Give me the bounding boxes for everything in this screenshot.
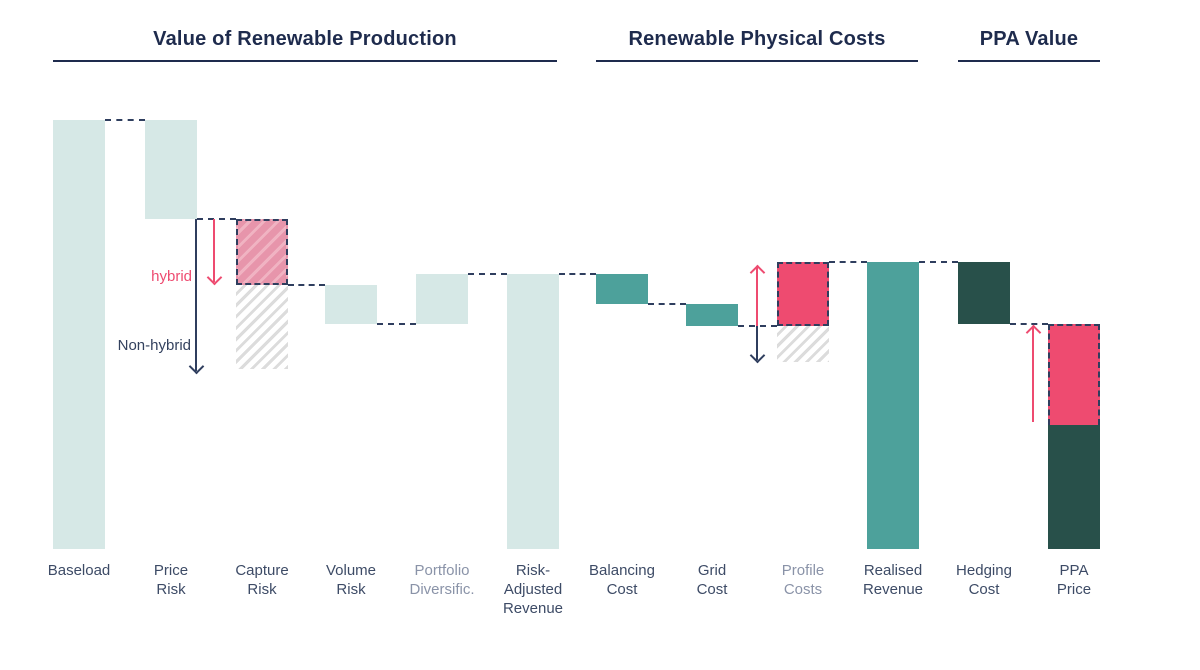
bar-segment-capture-risk-gray-hatch [236,285,288,369]
hybrid-capture-risk-arrow-head-icon [206,269,223,285]
bar-label-ppa-price: PPA Price [1056,562,1092,598]
bar-segment-hedging-cost-dark-green [958,261,1010,324]
bar-label-risk-adjusted-revenue: Risk- Adjusted Revenue [502,562,564,617]
connector-balancing-cost [648,303,686,306]
bar-label-volume-risk: Volume Risk [325,562,377,598]
non-hybrid-capture-risk-arrow-icon [195,218,197,371]
non-hybrid-capture-risk-arrow-head-icon [188,358,205,375]
bar-segment-ppa-price-pink-dashed-open-bottom [1048,323,1100,425]
connector-price-risk [197,217,236,220]
non-hybrid-profile-cost-arrow-icon [756,325,758,361]
connector-realised-revenue [919,260,958,263]
section-header-ppa-value: PPA Value [958,28,1100,62]
hybrid-profile-gain-arrow-icon [756,265,758,326]
bar-segment-profile-costs-pink-dashed [777,261,829,326]
connector-volume-risk [377,322,416,325]
bar-label-balancing-cost: Balancing Cost [589,562,655,598]
hybrid-ppa-premium-arrow-head-icon [1025,324,1042,341]
bar-label-capture-risk: Capture Risk [235,562,289,598]
bar-label-profile-costs: Profile Costs [781,562,825,598]
connector-capture-risk [288,284,325,287]
hybrid-ppa-premium-arrow-icon [1032,325,1034,423]
bar-segment-realised-revenue-teal [867,261,919,549]
hybrid-label: hybrid [151,268,192,285]
bar-label-price-risk: Price Risk [153,562,189,598]
bar-segment-volume-risk-light-teal [325,285,377,324]
bar-segment-capture-risk-pink-hatch-dashed [236,218,288,286]
bar-segment-price-risk-light-teal [145,120,197,219]
non-hybrid-label: Non-hybrid [117,337,191,354]
bar-segment-baseload-light-teal [53,120,105,549]
connector-risk-adjusted-revenue [559,273,596,276]
bar-segment-risk-adjusted-revenue-light-teal [507,274,559,549]
bar-segment-portfolio-diversific-light-teal [416,274,468,324]
bar-segment-profile-costs-gray-hatch [777,325,829,363]
bar-label-baseload: Baseload [47,562,111,579]
connector-baseload [105,119,145,121]
bar-segment-grid-cost-teal [686,304,738,326]
bar-label-hedging-cost: Hedging Cost [956,562,1012,598]
connector-hedging-cost [1010,322,1048,325]
bar-segment-balancing-cost-teal [596,274,648,305]
section-header-renewable-physical-costs: Renewable Physical Costs [596,28,918,62]
bar-label-portfolio-diversific: Portfolio Diversific. [409,562,475,598]
connector-portfolio-diversific [468,273,507,276]
section-header-value-of-renewable-production: Value of Renewable Production [53,28,557,62]
bar-label-grid-cost: Grid Cost [696,562,728,598]
connector-profile-costs [829,260,867,263]
hybrid-capture-risk-arrow-icon [213,218,215,282]
bar-segment-ppa-price-dark-green [1048,424,1100,549]
hybrid-profile-gain-arrow-head-icon [749,264,766,281]
bar-label-realised-revenue: Realised Revenue [862,562,924,598]
non-hybrid-profile-cost-arrow-head-icon [749,347,766,364]
